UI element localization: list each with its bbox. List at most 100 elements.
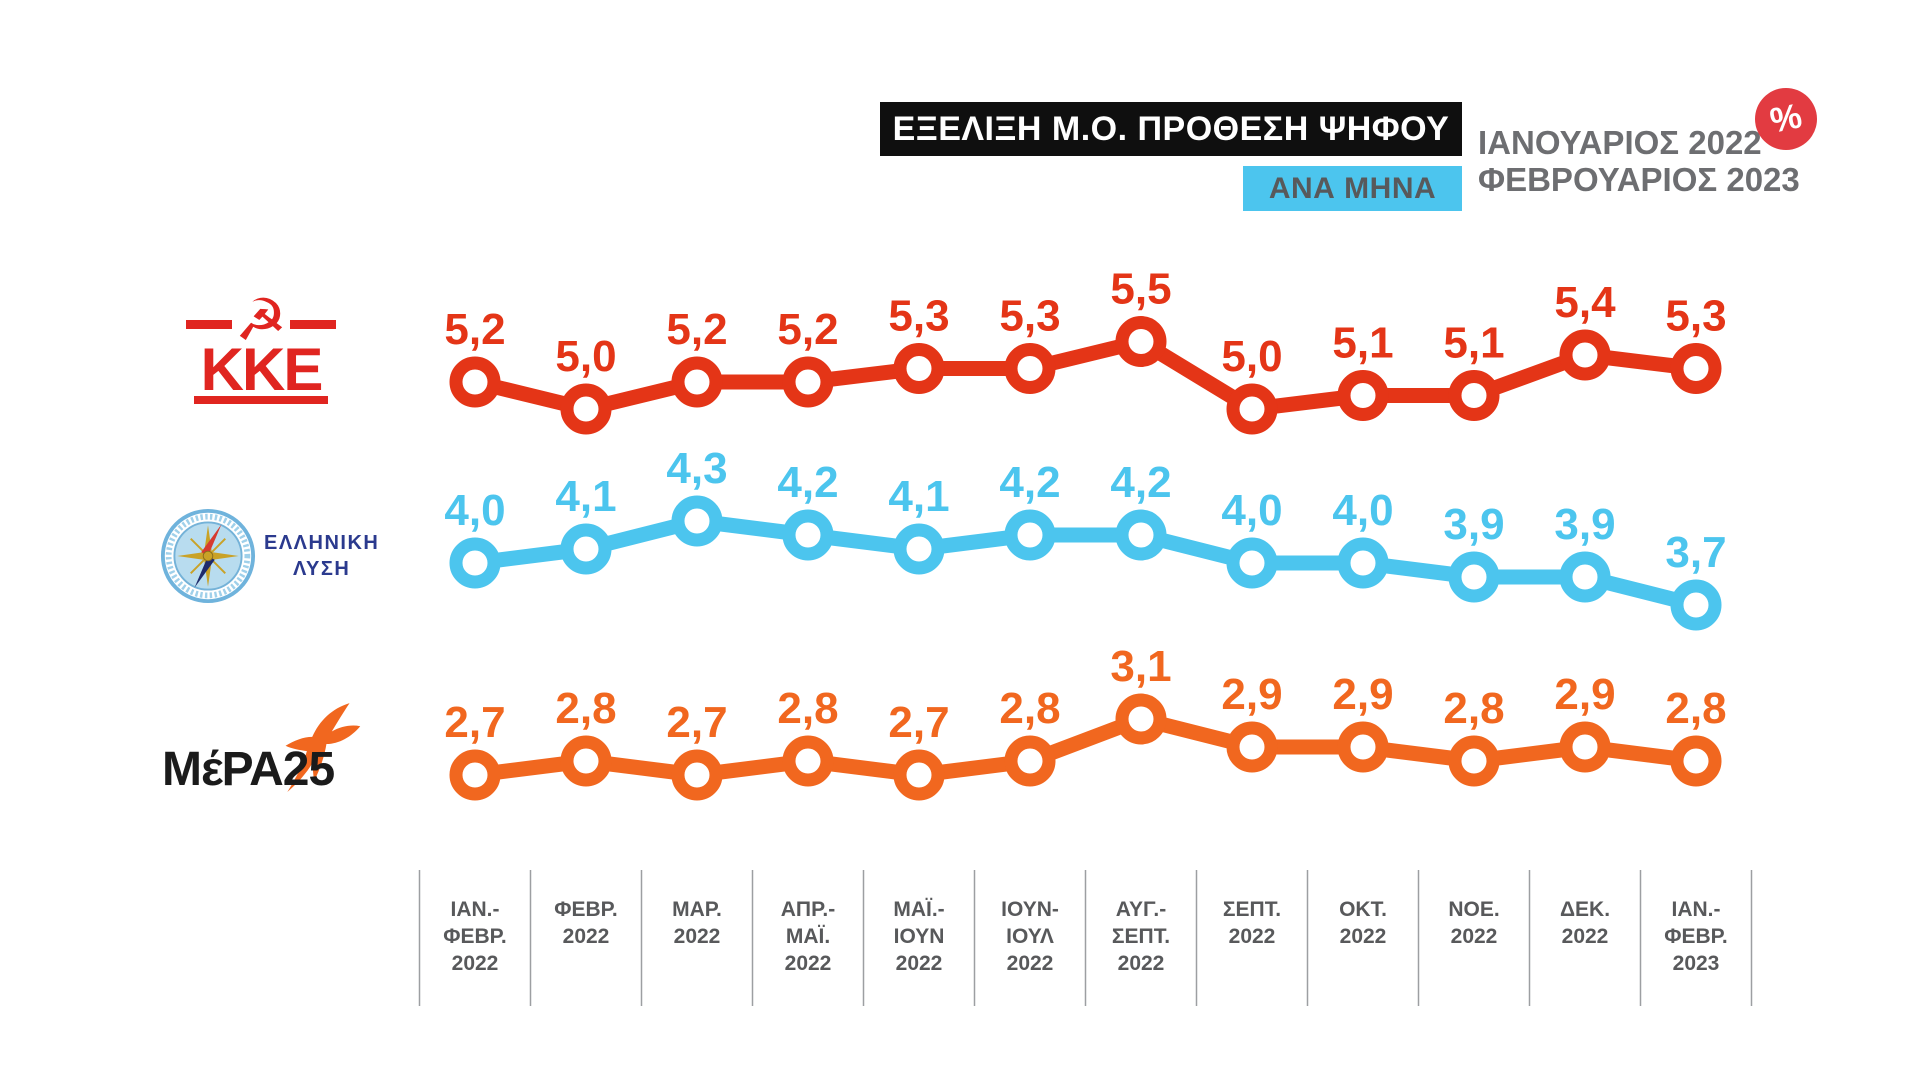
value-label: 5,2	[666, 305, 727, 354]
data-point	[671, 495, 723, 547]
compass-icon	[160, 508, 256, 604]
kke-bar-right	[290, 320, 336, 329]
value-label: 5,0	[555, 332, 616, 381]
data-point	[893, 343, 945, 394]
series-line-3	[467, 711, 1704, 783]
value-label: 4,0	[1221, 486, 1282, 535]
value-label: 2,8	[1443, 684, 1504, 733]
value-label: 2,7	[666, 698, 727, 747]
data-point	[671, 356, 723, 408]
data-point	[671, 749, 723, 801]
value-label: 3,7	[1665, 528, 1726, 577]
mera25-text: ΜέΡΑ25	[162, 743, 335, 796]
value-label: 5,0	[1221, 332, 1282, 381]
kke-bar-bottom	[194, 396, 328, 404]
data-point	[1004, 343, 1056, 394]
axis-label: ΙΟΥΝ-ΙΟΥΛ 2022	[1001, 898, 1059, 975]
axis-label: ΜΑΪ.-ΙΟΥΝ 2022	[893, 898, 944, 975]
value-label: 5,1	[1332, 319, 1393, 368]
header-subtitle-box: ΑΝΑ ΜΗΝΑ	[1243, 166, 1462, 211]
axis-label: ΝΟΕ. 2022	[1448, 898, 1499, 948]
value-label: 5,2	[444, 305, 505, 354]
data-point	[449, 749, 501, 801]
header-title-box: ΕΞΕΛΙΞΗ Μ.Ο. ΠΡΟΘΕΣΗ ΨΗΦΟΥ	[880, 102, 1462, 156]
period-line-1: ΙΑΝΟΥΑΡΙΟΣ 2022	[1478, 124, 1762, 161]
page-title: ΕΞΕΛΙΞΗ Μ.Ο. ΠΡΟΘΕΣΗ ΨΗΦΟΥ	[892, 109, 1450, 148]
data-point	[1115, 509, 1167, 561]
data-point	[1337, 370, 1389, 421]
data-point	[1670, 579, 1722, 631]
data-point	[1004, 509, 1056, 561]
axis-label: ΙΑΝ.-ΦΕΒΡ. 2022	[443, 898, 507, 975]
data-point	[1337, 721, 1389, 773]
axis-label: ΟΚΤ. 2022	[1339, 898, 1387, 948]
kke-bar-left	[186, 320, 232, 329]
period-text: ΙΑΝΟΥΑΡΙΟΣ 2022 ΦΕΒΡΟΥΑΡΙΟΣ 2023	[1478, 124, 1800, 198]
kke-logo: ☭ ΚΚΕ	[186, 282, 336, 408]
axis-label: ΦΕΒΡ. 2022	[554, 898, 618, 948]
mera25-logo: ΜέΡΑ25	[160, 696, 370, 806]
value-label: 5,3	[888, 292, 949, 341]
series-line-2	[467, 513, 1704, 613]
value-label: 4,0	[1332, 486, 1393, 535]
data-point	[1559, 721, 1611, 773]
value-label: 4,2	[777, 458, 838, 507]
data-point	[1004, 735, 1056, 787]
value-label: 5,3	[999, 292, 1060, 341]
value-label: 5,4	[1554, 278, 1616, 327]
kke-logo-graphic: ☭ ΚΚΕ	[186, 288, 336, 404]
data-point	[449, 537, 501, 589]
data-point	[449, 356, 501, 408]
value-label: 2,9	[1332, 670, 1393, 719]
data-point	[1559, 551, 1611, 603]
value-label: 5,1	[1443, 319, 1504, 368]
value-label: 5,3	[1665, 292, 1726, 341]
greek-solution-logo: ΕΛΛΗΝΙΚΗ ΛΥΣΗ	[160, 506, 400, 606]
data-point	[1670, 343, 1722, 394]
value-label: 4,1	[555, 472, 616, 521]
value-label: 3,9	[1554, 500, 1615, 549]
data-point	[1226, 537, 1278, 589]
period-line-2: ΦΕΒΡΟΥΑΡΙΟΣ 2023	[1478, 161, 1800, 198]
series-line-1	[467, 334, 1704, 417]
data-point	[782, 356, 834, 408]
axis-label: ΑΠΡ.-ΜΑΪ. 2022	[781, 898, 835, 975]
kke-text: ΚΚΕ	[201, 336, 322, 403]
value-label: 3,9	[1443, 500, 1504, 549]
data-point	[893, 749, 945, 801]
greek-solution-name-line2: ΛΥΣΗ	[293, 558, 351, 580]
value-label: 4,2	[999, 458, 1060, 507]
data-point	[1670, 735, 1722, 787]
value-label: 4,0	[444, 486, 505, 535]
hammer-sickle-icon: ☭	[235, 288, 287, 353]
value-label: 2,8	[555, 684, 616, 733]
value-label: 3,1	[1110, 642, 1171, 691]
data-point	[1448, 735, 1500, 787]
data-point	[560, 523, 612, 575]
value-label: 2,8	[777, 684, 838, 733]
greek-solution-name-line1: ΕΛΛΗΝΙΚΗ	[264, 532, 380, 554]
value-label: 4,3	[666, 444, 727, 493]
value-label: 2,7	[888, 698, 949, 747]
page-subtitle: ΑΝΑ ΜΗΝΑ	[1268, 171, 1437, 205]
value-label: 4,2	[1110, 458, 1171, 507]
data-point	[560, 383, 612, 435]
axis-label: ΑΥΓ.-ΣΕΠΤ. 2022	[1112, 898, 1170, 975]
data-point	[1115, 693, 1167, 745]
data-point	[1226, 383, 1278, 435]
axis-label: ΣΕΠΤ. 2022	[1223, 898, 1281, 948]
swallow-icon	[285, 703, 361, 792]
axis-label: ΔΕΚ. 2022	[1560, 898, 1610, 948]
value-label: 5,2	[777, 305, 838, 354]
data-point	[782, 735, 834, 787]
axis-label: ΜΑΡ. 2022	[672, 898, 722, 948]
data-point	[1448, 551, 1500, 603]
value-label: 2,8	[999, 684, 1060, 733]
value-label: 2,9	[1221, 670, 1282, 719]
value-label: 2,7	[444, 698, 505, 747]
data-point	[782, 509, 834, 561]
data-point	[1226, 721, 1278, 773]
data-point	[1448, 370, 1500, 421]
